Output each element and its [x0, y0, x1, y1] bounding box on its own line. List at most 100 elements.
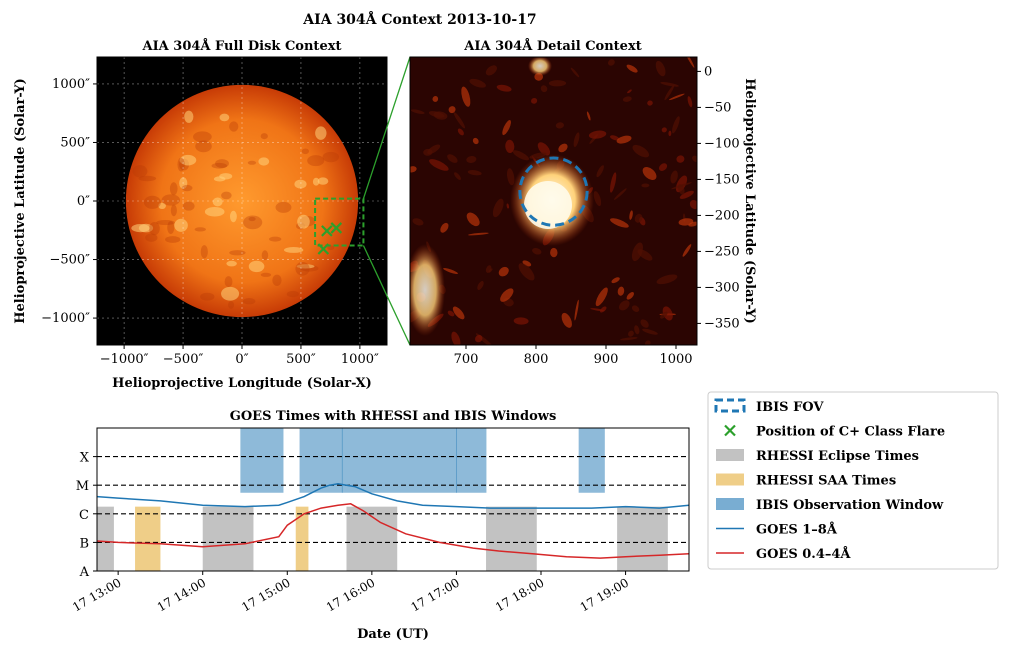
- sun-texture-blob: [301, 148, 309, 155]
- detail-texture-fibril: [595, 287, 608, 307]
- detail-texture-fibril: [451, 331, 461, 345]
- detail-texture-fibril: [590, 308, 605, 312]
- legend-patch-ibis-swatch: [716, 498, 744, 510]
- detail-texture-fibril: [660, 311, 668, 319]
- zoom-region-box: [314, 197, 365, 247]
- detail-texture-fibril: [593, 191, 602, 207]
- detail-texture-fibril: [452, 306, 465, 320]
- sun-texture-blob: [242, 298, 256, 305]
- sun-texture-blob: [248, 260, 265, 273]
- detail-texture-fibril: [537, 142, 551, 156]
- detail-y-ticks: 0 −50 −100 −150 −200 −250 −300 −350: [697, 64, 740, 331]
- detail-texture-fibril: [492, 198, 504, 218]
- detail-texture-fibril: [512, 150, 530, 161]
- sun-texture-blob: [261, 250, 269, 261]
- detail-title: AIA 304Å Detail Context: [463, 38, 641, 54]
- sun-texture-blob: [286, 290, 299, 298]
- legend-label: Position of C+ Class Flare: [756, 425, 945, 440]
- detail-texture-fibril: [610, 218, 629, 228]
- detail-texture-fibril: [632, 144, 650, 158]
- detail-texture-fibril: [468, 232, 489, 236]
- full-disk-y-tick-label: −500″: [49, 253, 90, 268]
- rhessi-eclipse-span: [486, 506, 537, 571]
- detail-texture-fibril: [678, 184, 685, 195]
- ibis-observation-window: [299, 428, 343, 493]
- detail-x-tick-label: 800: [524, 352, 549, 367]
- flare-position-marker: [317, 243, 330, 255]
- detail-texture-fibril: [629, 210, 633, 220]
- full-disk-x-axis-label: Helioprojective Longitude (Solar-X): [112, 376, 372, 391]
- detail-y-tick-label: −350: [704, 316, 740, 331]
- sun-texture-blob: [219, 113, 230, 122]
- detail-texture-fibril: [628, 330, 634, 337]
- sun-texture-blob: [177, 157, 185, 172]
- detail-texture-fibril: [532, 247, 542, 255]
- detail-texture-fibril: [662, 306, 673, 321]
- detail-texture-fibril: [466, 212, 480, 227]
- sun-texture-blob: [194, 227, 207, 232]
- full-disk-y-tick-label: 0″: [77, 194, 90, 209]
- detail-texture-fibril: [668, 93, 685, 101]
- zoom-connector-top: [362, 56, 411, 199]
- detail-texture-fibril: [676, 155, 685, 163]
- detail-texture-fibril: [477, 280, 484, 290]
- legend-patch-saa-swatch: [716, 473, 744, 486]
- detail-x-tick-label: 900: [594, 352, 619, 367]
- detail-texture-fibril: [440, 222, 449, 233]
- sun-texture-blob: [200, 245, 208, 259]
- legend-entry: RHESSI SAA Times: [716, 473, 896, 489]
- sun-texture-blob: [170, 204, 177, 217]
- sun-texture-blob: [174, 218, 188, 232]
- detail-texture-fibril: [410, 166, 417, 173]
- goes-x-tick-label: 17 19:00: [578, 575, 631, 614]
- goes-series: [97, 483, 689, 559]
- rhessi-saa-span: [135, 506, 161, 571]
- sun-texture-blob: [248, 216, 256, 222]
- detail-texture-fibril: [428, 111, 445, 118]
- full-disk-image: [97, 57, 387, 345]
- full-disk-y-ticks: 1000″ 500″ 0″ −500″ −1000″: [41, 77, 97, 326]
- detail-texture-fibril: [642, 328, 658, 335]
- detail-x-ticks: 700 800 900 1000: [454, 345, 693, 367]
- goes-time-spans: [97, 428, 668, 571]
- sun-texture-blob: [283, 247, 304, 253]
- detail-texture-fibril: [466, 156, 477, 163]
- full-disk-x-tick-label: 1000″: [341, 352, 379, 367]
- detail-texture-fibril: [647, 100, 653, 106]
- goes-long-series-line: [97, 483, 689, 509]
- detail-texture-fibril: [548, 80, 567, 87]
- goes-x-tick-label: 17 16:00: [324, 575, 377, 614]
- sun-texture-blob: [294, 179, 307, 189]
- detail-texture-fibril: [429, 159, 449, 171]
- detail-texture-fibril: [498, 266, 509, 277]
- sun-texture-blob: [138, 175, 157, 182]
- detail-texture-fibril: [684, 57, 695, 68]
- legend-entry: IBIS FOV: [714, 398, 824, 415]
- sun-texture-blob: [158, 202, 166, 210]
- detail-texture-fibril: [640, 319, 649, 328]
- sun-texture-blob: [184, 110, 194, 123]
- detail-frame: [409, 56, 698, 346]
- flare-position-marker: [330, 222, 343, 234]
- limb-brightening: [410, 244, 445, 336]
- sun-texture-blob: [260, 272, 272, 277]
- legend-label: RHESSI SAA Times: [756, 474, 896, 489]
- sun-texture-blob: [229, 121, 239, 132]
- sun-texture-blob: [322, 151, 340, 163]
- sun-texture-blob: [247, 160, 257, 165]
- detail-y-tick-label: −250: [704, 244, 740, 259]
- rhessi-eclipse-span: [617, 506, 668, 571]
- detail-texture-fibril: [682, 244, 692, 257]
- goes-x-tick-label: 17 14:00: [155, 575, 208, 614]
- flare-position-marker: [321, 225, 333, 237]
- full-disk-title: AIA 304Å Full Disk Context: [142, 38, 342, 54]
- detail-texture-fibril: [687, 96, 693, 108]
- goes-x-tick-label: 17 15:00: [239, 575, 292, 614]
- legend-box: [707, 391, 999, 570]
- detail-texture-fibril: [611, 277, 620, 284]
- detail-texture-fibril: [427, 144, 441, 155]
- detail-texture-fibril: [454, 172, 461, 180]
- sun-texture-blob: [215, 159, 229, 168]
- detail-texture-fibril: [573, 132, 580, 148]
